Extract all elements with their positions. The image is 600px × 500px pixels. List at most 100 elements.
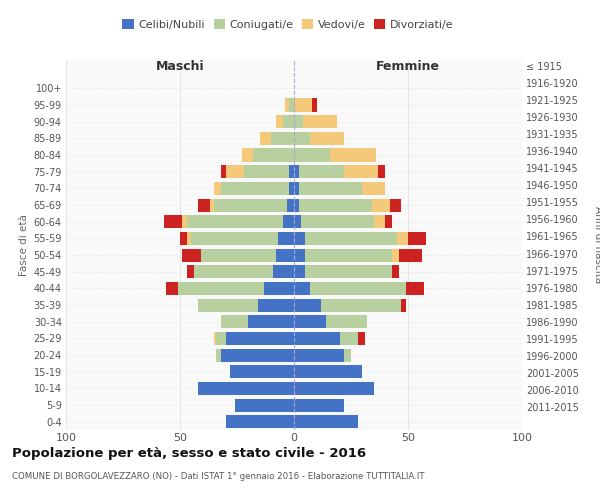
Bar [344, 165, 379, 178]
Text: Popolazione per età, sesso e stato civile - 2016: Popolazione per età, sesso e stato civil… [12, 448, 366, 460]
Bar [379, 165, 385, 178]
Bar [390, 198, 401, 211]
Bar [310, 282, 406, 295]
Bar [401, 298, 406, 312]
Bar [182, 215, 187, 228]
Bar [294, 332, 340, 345]
Legend: Celibi/Nubili, Coniugati/e, Vedovi/e, Divorziati/e: Celibi/Nubili, Coniugati/e, Vedovi/e, Di… [119, 16, 457, 33]
Bar [358, 332, 365, 345]
Bar [217, 348, 221, 362]
Bar [287, 198, 294, 211]
Bar [214, 182, 221, 195]
Bar [294, 248, 305, 262]
Bar [305, 248, 392, 262]
Bar [274, 265, 294, 278]
Bar [198, 198, 209, 211]
Bar [221, 182, 289, 195]
Bar [182, 248, 200, 262]
Bar [294, 182, 299, 195]
Bar [294, 215, 301, 228]
Bar [198, 382, 294, 395]
Bar [362, 182, 385, 195]
Bar [221, 315, 248, 328]
Bar [392, 248, 399, 262]
Bar [257, 298, 294, 312]
Bar [294, 382, 374, 395]
Bar [294, 365, 362, 378]
Bar [221, 348, 294, 362]
Bar [294, 98, 312, 112]
Bar [294, 282, 310, 295]
Bar [235, 398, 294, 411]
Bar [294, 348, 344, 362]
Bar [164, 215, 182, 228]
Bar [226, 165, 244, 178]
Bar [392, 265, 399, 278]
Bar [226, 415, 294, 428]
Bar [283, 215, 294, 228]
Bar [322, 298, 401, 312]
Bar [331, 148, 376, 162]
Bar [294, 198, 299, 211]
Bar [265, 282, 294, 295]
Bar [283, 115, 294, 128]
Bar [299, 165, 344, 178]
Bar [294, 148, 331, 162]
Bar [294, 132, 310, 145]
Bar [294, 315, 326, 328]
Bar [276, 248, 294, 262]
Bar [299, 182, 362, 195]
Bar [371, 198, 390, 211]
Bar [242, 148, 253, 162]
Bar [340, 332, 358, 345]
Bar [187, 215, 283, 228]
Bar [230, 365, 294, 378]
Bar [226, 332, 294, 345]
Bar [187, 265, 194, 278]
Text: COMUNE DI BORGOLAVEZZARO (NO) - Dati ISTAT 1° gennaio 2016 - Elaborazione TUTTIT: COMUNE DI BORGOLAVEZZARO (NO) - Dati IST… [12, 472, 425, 481]
Bar [187, 232, 191, 245]
Bar [294, 415, 358, 428]
Bar [408, 232, 426, 245]
Bar [166, 282, 178, 295]
Bar [289, 165, 294, 178]
Bar [299, 198, 371, 211]
Bar [294, 115, 303, 128]
Bar [260, 132, 271, 145]
Text: Maschi: Maschi [155, 60, 205, 74]
Bar [198, 298, 257, 312]
Bar [310, 132, 344, 145]
Bar [374, 215, 385, 228]
Text: Femmine: Femmine [376, 60, 440, 74]
Bar [289, 182, 294, 195]
Bar [406, 282, 424, 295]
Bar [385, 215, 392, 228]
Bar [294, 165, 299, 178]
Bar [301, 215, 374, 228]
Bar [289, 98, 294, 112]
Bar [271, 132, 294, 145]
Y-axis label: Fasce di età: Fasce di età [19, 214, 29, 276]
Bar [244, 165, 289, 178]
Bar [221, 165, 226, 178]
Bar [285, 98, 289, 112]
Bar [399, 248, 422, 262]
Bar [214, 332, 217, 345]
Bar [278, 232, 294, 245]
Bar [253, 148, 294, 162]
Bar [191, 232, 278, 245]
Bar [294, 298, 322, 312]
Bar [312, 98, 317, 112]
Bar [214, 198, 287, 211]
Bar [294, 232, 305, 245]
Bar [303, 115, 337, 128]
Bar [248, 315, 294, 328]
Bar [344, 348, 351, 362]
Bar [178, 282, 265, 295]
Bar [397, 232, 408, 245]
Bar [180, 232, 187, 245]
Bar [194, 265, 274, 278]
Bar [305, 265, 392, 278]
Bar [305, 232, 397, 245]
Y-axis label: Anni di nascita: Anni di nascita [593, 206, 600, 284]
